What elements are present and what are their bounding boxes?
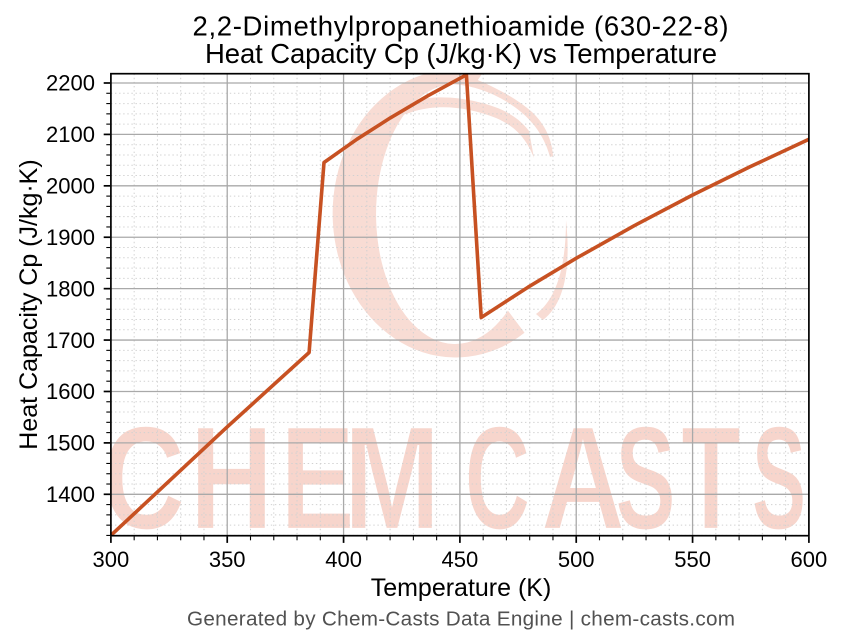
svg-text:400: 400: [325, 547, 362, 572]
svg-text:A: A: [541, 396, 626, 561]
svg-text:2200: 2200: [46, 71, 95, 96]
svg-text:1900: 1900: [46, 225, 95, 250]
svg-text:2,2-Dimethylpropanethioamide (: 2,2-Dimethylpropanethioamide (630-22-8): [193, 11, 729, 42]
svg-text:450: 450: [442, 547, 479, 572]
svg-text:Temperature (K): Temperature (K): [371, 574, 552, 602]
svg-text:T: T: [681, 396, 741, 561]
svg-text:2100: 2100: [46, 122, 95, 147]
svg-text:S: S: [615, 396, 676, 561]
svg-text:Heat Capacity Cp (J/kg·K) vs T: Heat Capacity Cp (J/kg·K) vs Temperature: [205, 38, 717, 69]
svg-text:1400: 1400: [46, 482, 95, 507]
svg-text:M: M: [344, 396, 441, 561]
svg-text:1500: 1500: [46, 431, 95, 456]
svg-text:550: 550: [674, 547, 711, 572]
svg-text:C: C: [465, 396, 531, 561]
svg-text:S: S: [752, 396, 807, 561]
svg-text:1600: 1600: [46, 379, 95, 404]
svg-text:2000: 2000: [46, 174, 95, 199]
svg-text:1800: 1800: [46, 276, 95, 301]
svg-text:300: 300: [93, 547, 130, 572]
svg-text:Heat Capacity Cp (J/kg·K): Heat Capacity Cp (J/kg·K): [15, 159, 43, 449]
svg-text:600: 600: [791, 547, 828, 572]
svg-text:Generated by Chem-Casts Data E: Generated by Chem-Casts Data Engine | ch…: [187, 608, 735, 631]
svg-text:C: C: [102, 396, 186, 561]
svg-text:500: 500: [558, 547, 595, 572]
svg-text:350: 350: [209, 547, 246, 572]
svg-text:1700: 1700: [46, 328, 95, 353]
